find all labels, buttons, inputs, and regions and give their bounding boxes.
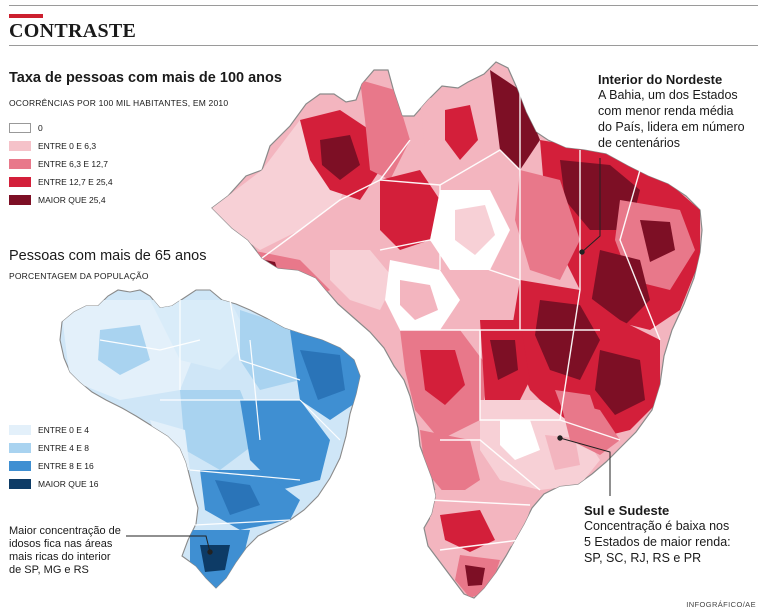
annotation-sul-line: SP, SC, RJ, RS e PR xyxy=(584,551,702,565)
map2-legend-label: ENTRE 0 E 4 xyxy=(38,425,90,435)
elderly-note-line: de SP, MG e RS xyxy=(9,564,89,576)
map1-legend-label: ENTRE 12,7 E 25,4 xyxy=(38,177,113,187)
map-centenarians xyxy=(211,61,703,599)
elderly-note: Maior concentração de idosos fica nas ár… xyxy=(9,525,121,577)
annotation-sul-line: Concentração é baixa nos xyxy=(584,519,730,533)
map1-legend-swatch xyxy=(9,159,31,169)
map1-legend-label: ENTRE 6,3 E 12,7 xyxy=(38,159,108,169)
elderly-note-line: mais ricas do interior xyxy=(9,551,111,563)
annotation-nordeste-line: com menor renda média xyxy=(598,104,734,118)
map1-title: Taxa de pessoas com mais de 100 anos xyxy=(9,70,282,86)
leader-elderly xyxy=(126,535,211,553)
map2-subtitle: PORCENTAGEM DA POPULAÇÃO xyxy=(9,271,149,281)
leader-sul xyxy=(559,437,611,496)
annotation-nordeste-line: de centenários xyxy=(598,136,681,150)
leader-nordeste xyxy=(581,158,601,253)
map-elderly xyxy=(59,289,361,589)
map2-legend: ENTRE 0 E 4 ENTRE 4 E 8 ENTRE 8 E 16 MAI… xyxy=(9,424,139,494)
section-title: CONTRASTE xyxy=(9,20,137,42)
leader-nordeste-dot xyxy=(579,249,585,255)
annotation-nordeste: Interior do Nordeste A Bahia, um dos Est… xyxy=(598,72,745,151)
leader-elderly-dot xyxy=(207,549,213,555)
annotation-nordeste-line: do País, lidera em número xyxy=(598,120,745,134)
map1-legend-label: MAIOR QUE 25,4 xyxy=(38,195,106,205)
annotation-sul: Sul e Sudeste Concentração é baixa nos 5… xyxy=(584,503,731,566)
map1-legend-swatch xyxy=(9,141,31,151)
map1-subtitle: OCORRÊNCIAS POR 100 MIL HABITANTES, EM 2… xyxy=(9,98,229,108)
map1-legend-swatch xyxy=(9,177,31,187)
annotation-sul-title: Sul e Sudeste xyxy=(584,503,670,518)
section-rule xyxy=(9,45,758,46)
annotation-nordeste-line: A Bahia, um dos Estados xyxy=(598,88,738,102)
map2-legend-label: ENTRE 8 E 16 xyxy=(38,461,94,471)
map1-legend-label: 0 xyxy=(38,123,43,133)
map2-legend-label: ENTRE 4 E 8 xyxy=(38,443,90,453)
annotation-sul-line: 5 Estados de maior renda: xyxy=(584,535,731,549)
map1-legend-swatch xyxy=(9,123,31,133)
section-accent-bar xyxy=(9,14,43,18)
map1-legend-label: ENTRE 0 E 6,3 xyxy=(38,141,97,151)
credit: INFOGRÁFICO/AE xyxy=(686,600,756,609)
map2-legend-swatch xyxy=(9,479,31,489)
map1-legend: 0 ENTRE 0 E 6,3 ENTRE 6,3 E 12,7 ENTRE 1… xyxy=(9,122,169,212)
elderly-note-line: Maior concentração de xyxy=(9,525,121,537)
map2-legend-swatch xyxy=(9,443,31,453)
map2-legend-swatch xyxy=(9,425,31,435)
map1-legend-swatch xyxy=(9,195,31,205)
annotation-nordeste-title: Interior do Nordeste xyxy=(598,72,723,87)
leader-lines xyxy=(126,158,611,555)
map2-legend-label: MAIOR QUE 16 xyxy=(38,479,99,489)
elderly-note-line: idosos fica nas áreas xyxy=(9,538,113,550)
leader-sul-dot xyxy=(557,435,563,441)
map2-legend-swatch xyxy=(9,461,31,471)
top-rule xyxy=(9,5,758,6)
map2-title: Pessoas com mais de 65 anos xyxy=(9,248,207,264)
